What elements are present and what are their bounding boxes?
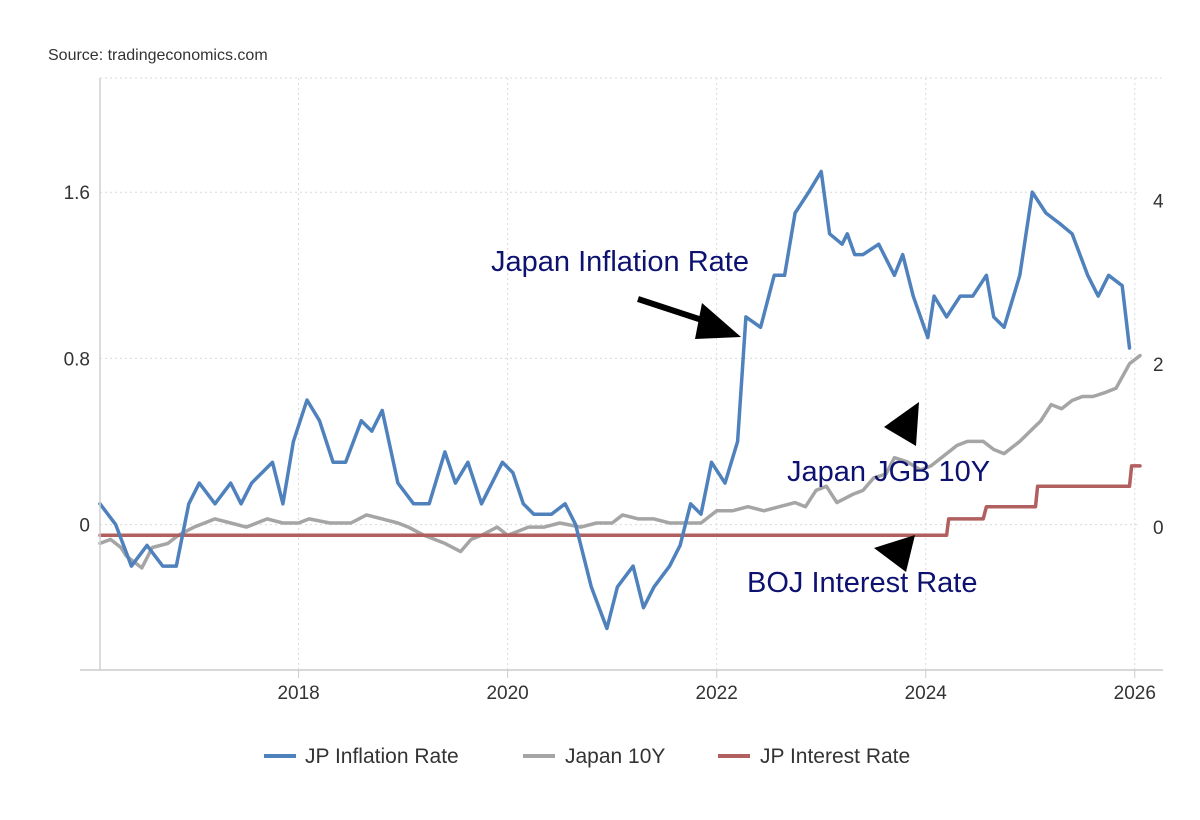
grid-layer: [100, 77, 1163, 670]
arrow-boj-icon: [874, 535, 915, 572]
y-left-tick-label: 0: [79, 516, 90, 537]
x-tick-label: 2026: [1114, 683, 1156, 704]
annotation-boj-label: BOJ Interest Rate: [747, 567, 978, 599]
legend-item-inflation[interactable]: JP Inflation Rate: [264, 745, 459, 768]
x-tick-label: 2020: [486, 683, 528, 704]
x-tick-label: 2024: [905, 683, 948, 704]
series-line-japan-10y: [98, 353, 1142, 570]
annotation-layer: Japan Inflation Rate Japan JGB 10Y BOJ I…: [491, 246, 990, 599]
legend-item-interest[interactable]: JP Interest Rate: [718, 745, 910, 768]
y-right-tick-label: 4: [1153, 191, 1164, 212]
legend: JP Inflation Rate Japan 10Y JP Interest …: [264, 745, 910, 768]
x-tick-label: 2018: [277, 683, 319, 704]
y-left-tick-label: 0.8: [64, 349, 90, 370]
y-left-tick-label: 1.6: [64, 183, 90, 204]
legend-label-inflation: JP Inflation Rate: [305, 745, 459, 768]
legend-label-japan-10y: Japan 10Y: [565, 745, 665, 768]
y-right-tick-label: 0: [1153, 518, 1164, 539]
legend-label-interest: JP Interest Rate: [760, 745, 910, 768]
arrow-inflation-icon: [637, 296, 741, 339]
legend-item-japan-10y[interactable]: Japan 10Y: [523, 745, 665, 768]
series-layer: [98, 169, 1142, 631]
x-tick-label: 2022: [696, 683, 738, 704]
source-label: Source: tradingeconomics.com: [48, 47, 268, 64]
annotation-jgb-label: Japan JGB 10Y: [787, 456, 990, 488]
axis-layer: 1.6 0.8 0 4 2 0 2018 2020 2022 2024 2026: [64, 78, 1164, 704]
y-right-tick-label: 2: [1153, 355, 1164, 376]
annotation-inflation-label: Japan Inflation Rate: [491, 246, 749, 278]
series-line-jp-interest-rate: [98, 464, 1142, 538]
arrow-jgb-icon: [884, 402, 919, 446]
series-line-jp-inflation-rate: [98, 169, 1132, 631]
